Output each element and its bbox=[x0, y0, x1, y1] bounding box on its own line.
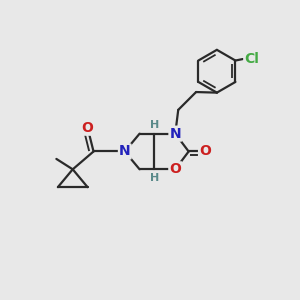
Text: N: N bbox=[119, 145, 130, 158]
Text: Cl: Cl bbox=[244, 52, 259, 66]
Text: N: N bbox=[169, 127, 181, 141]
Text: H: H bbox=[150, 120, 159, 130]
Text: H: H bbox=[150, 173, 159, 183]
Text: O: O bbox=[169, 162, 181, 176]
Text: O: O bbox=[82, 121, 94, 135]
Text: O: O bbox=[199, 145, 211, 158]
